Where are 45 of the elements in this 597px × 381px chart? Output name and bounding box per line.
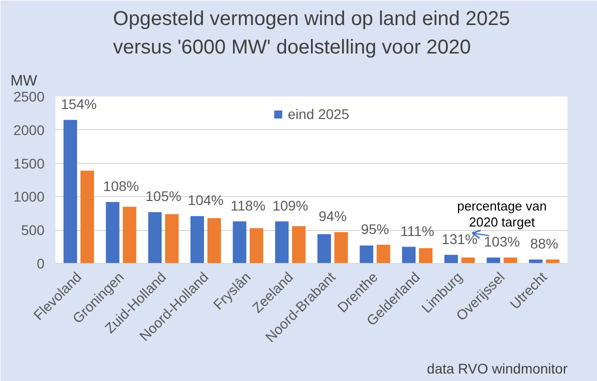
bar — [106, 202, 120, 264]
y-axis-title: MW — [10, 72, 38, 90]
annotation: 111% — [400, 222, 434, 239]
annotation: 94% — [318, 208, 347, 224]
bar — [504, 257, 518, 264]
annotation: percentage van 2020 target — [457, 198, 547, 230]
bar — [275, 221, 289, 264]
annotation: 103% — [484, 233, 520, 250]
bar — [232, 221, 246, 264]
annotation: 95% — [360, 220, 389, 237]
y-tick-label: 2500 — [13, 88, 45, 104]
bar — [207, 218, 221, 264]
bar — [80, 170, 94, 264]
bar — [486, 257, 500, 264]
text: data RVO windmonitor — [426, 360, 568, 376]
bar — [317, 234, 331, 264]
annotation: 104% — [188, 192, 224, 208]
bar — [190, 216, 204, 264]
bar — [444, 254, 458, 264]
y-tick-label: 1500 — [13, 155, 45, 172]
bar — [250, 228, 264, 264]
chart-title: Opgesteld vermogen wind op land eind 2025 versus '6000 MW' doelstelling voor 2020 — [113, 8, 510, 58]
bar — [360, 245, 374, 264]
y-tick-label: 2000 — [13, 122, 45, 138]
annotation: 131% — [442, 230, 478, 247]
bar — [461, 257, 475, 264]
legend-label: eind 2025 — [288, 106, 350, 122]
annotation: 154% — [60, 96, 97, 112]
y-tick-label: 0 — [36, 256, 45, 272]
bar — [148, 212, 162, 264]
bar — [334, 232, 348, 264]
y-tick-label: 500 — [21, 222, 45, 238]
bar — [376, 244, 390, 264]
annotation: 88% — [530, 235, 558, 252]
annotation: 108% — [103, 178, 139, 194]
annotation: 118% — [230, 197, 266, 214]
annotation: 105% — [146, 188, 182, 204]
y-tick-label: 1000 — [13, 188, 45, 205]
bar — [122, 206, 136, 264]
bar — [165, 214, 179, 264]
bar — [418, 248, 433, 264]
bar — [402, 246, 416, 264]
bar — [292, 226, 306, 264]
annotation: 109% — [272, 197, 308, 214]
bar — [64, 120, 78, 264]
